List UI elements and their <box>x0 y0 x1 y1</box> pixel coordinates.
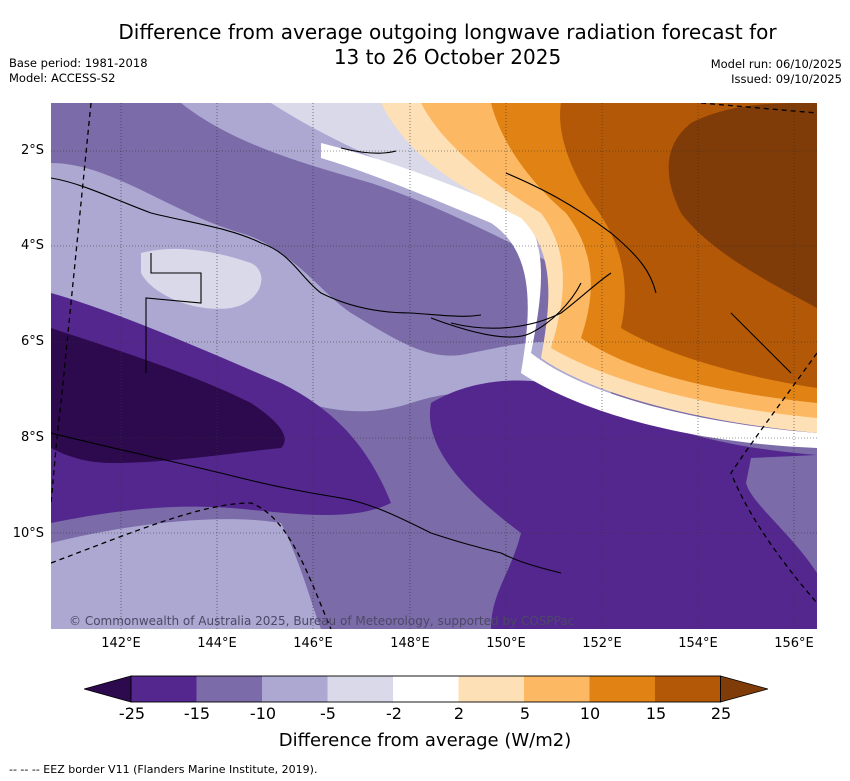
colorbar-title: Difference from average (W/m2) <box>278 730 572 751</box>
cbar-tick-2: -15 <box>183 704 211 723</box>
cbar-tick-1: -25 <box>118 704 146 723</box>
cbar-extend-low <box>84 675 132 703</box>
coast-huon-peninsula <box>430 282 582 338</box>
cbar-segment-4 <box>327 676 393 702</box>
cbar-tick-9: 15 <box>645 704 667 723</box>
lon-label-146e: 146°E <box>293 636 333 651</box>
field-purple-far-southeast <box>746 455 817 573</box>
eez-west <box>51 103 92 504</box>
coastlines <box>51 147 792 574</box>
cbar-tick-4: -5 <box>320 704 336 723</box>
cbar-segment-1 <box>131 676 197 702</box>
field-light-purple-southwest <box>51 519 321 629</box>
lat-label-4s: 4°S <box>20 238 44 253</box>
issued-date: Issued: 09/10/2025 <box>731 72 842 86</box>
cbar-segment-8 <box>589 676 655 702</box>
cbar-segment-5 <box>393 676 459 702</box>
lon-label-152e: 152°E <box>582 636 622 651</box>
coast-new-britain <box>450 272 612 329</box>
lon-label-150e: 150°E <box>486 636 526 651</box>
field-light-purple-north <box>181 103 591 263</box>
lat-label-8s: 8°S <box>20 430 44 445</box>
chart-title: Difference from average outgoing longwav… <box>80 20 815 70</box>
eez-east <box>700 103 817 114</box>
eez-legend: -- -- -- EEZ border V11 (Flanders Marine… <box>9 763 318 776</box>
cbar-tick-10: 25 <box>710 704 732 723</box>
model-run: Model run: 06/10/2025 <box>710 57 842 71</box>
gridlines <box>51 103 817 629</box>
coast-new-guinea-north <box>51 177 482 317</box>
lon-label-142e: 142°E <box>101 636 141 651</box>
colorbar <box>84 675 768 703</box>
lon-label-144e: 144°E <box>197 636 237 651</box>
coast-new-ireland <box>505 172 657 294</box>
field-darkest-purple-southwest <box>51 328 285 463</box>
cbar-segment-7 <box>524 676 590 702</box>
lon-label-154e: 154°E <box>678 636 718 651</box>
meta-right: Model run: 06/10/2025 Issued: 09/10/2025 <box>711 57 842 87</box>
cbar-segment-6 <box>458 676 524 702</box>
coast-bougainville <box>730 312 792 374</box>
cbar-segment-9 <box>655 676 721 702</box>
lon-label-148e: 148°E <box>390 636 430 651</box>
cbar-segment-2 <box>196 676 262 702</box>
coast-manus <box>340 147 397 154</box>
border-png-indonesia <box>145 253 202 373</box>
cbar-tick-8: 10 <box>579 704 601 723</box>
cbar-tick-5: -2 <box>386 704 402 723</box>
field-white-band <box>321 143 817 448</box>
base-period: Base period: 1981-2018 <box>9 56 148 70</box>
title-line-2: 13 to 26 October 2025 <box>333 45 562 69</box>
cbar-extend-high <box>720 675 768 703</box>
cbar-segment-3 <box>262 676 328 702</box>
meta-left: Base period: 1981-2018 Model: ACCESS-S2 <box>9 56 148 86</box>
eez-south-west <box>51 502 332 629</box>
cbar-outline <box>130 675 721 703</box>
cbar-tick-7: 5 <box>519 704 531 723</box>
model-name: Model: ACCESS-S2 <box>9 71 116 85</box>
coast-new-guinea-south <box>51 432 562 574</box>
lat-label-10s: 10°S <box>12 526 44 541</box>
title-line-1: Difference from average outgoing longwav… <box>118 20 777 44</box>
cbar-tick-6: 2 <box>453 704 465 723</box>
olr-anomaly-map <box>51 103 817 629</box>
copyright-notice: © Commonwealth of Australia 2025, Bureau… <box>69 614 575 628</box>
eez-southeast <box>730 352 817 604</box>
cbar-tick-3: -10 <box>249 704 277 723</box>
lon-label-156e: 156°E <box>774 636 814 651</box>
field-brown <box>668 103 817 308</box>
lat-label-2s: 2°S <box>20 143 44 158</box>
eez-borders <box>51 103 817 629</box>
field-dark-purple-southeast <box>429 380 817 629</box>
lat-label-6s: 6°S <box>20 334 44 349</box>
